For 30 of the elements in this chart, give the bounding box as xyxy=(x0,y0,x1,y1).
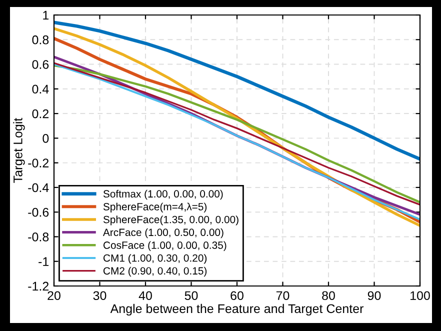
legend-label: SphereFace(m=4,λ=5) xyxy=(103,202,207,212)
legend-label: ArcFace (1.00, 0.50, 0.00) xyxy=(102,228,224,238)
y-tick-label: -0.8 xyxy=(28,232,49,242)
y-tick-label: 0.4 xyxy=(32,84,49,94)
x-tick-label: 80 xyxy=(322,291,335,300)
legend-label: Softmax (1.00, 0.00, 0.00) xyxy=(103,190,223,200)
y-tick-label: 0.6 xyxy=(32,60,49,69)
x-tick-label: 70 xyxy=(276,291,290,300)
x-tick-label: 60 xyxy=(230,291,244,300)
y-axis-title: Target Logit xyxy=(13,118,25,183)
y-tick-label: 0.2 xyxy=(32,109,49,118)
y-tick-label: -0.4 xyxy=(28,183,49,192)
x-tick-label: 50 xyxy=(184,291,198,300)
y-tick-label: -1 xyxy=(38,257,49,266)
legend-label: CM2 (0.90, 0.40, 0.15) xyxy=(103,266,207,277)
x-tick-label: 40 xyxy=(138,291,152,300)
x-tick-label: 90 xyxy=(368,291,381,300)
y-tick-label: 0.8 xyxy=(32,35,49,44)
legend-label: CM1 (1.00, 0.30, 0.20) xyxy=(103,254,207,264)
legend-label: SphereFace(1.35, 0.00, 0.00) xyxy=(103,216,238,226)
x-tick-label: 30 xyxy=(93,291,106,300)
y-tick-label: -0.6 xyxy=(28,208,49,217)
x-tick-label: 100 xyxy=(410,291,430,300)
x-axis-title: Angle between the Feature and Target Center xyxy=(110,304,364,316)
x-tick-label: 20 xyxy=(48,291,60,300)
y-tick-label: -0.2 xyxy=(28,158,49,168)
legend-label: CosFace (1.00, 0.00, 0.35) xyxy=(103,241,226,251)
y-tick-label: 1 xyxy=(43,10,49,20)
y-tick-label: -1.2 xyxy=(28,282,49,291)
y-tick-label: 0 xyxy=(42,134,49,143)
